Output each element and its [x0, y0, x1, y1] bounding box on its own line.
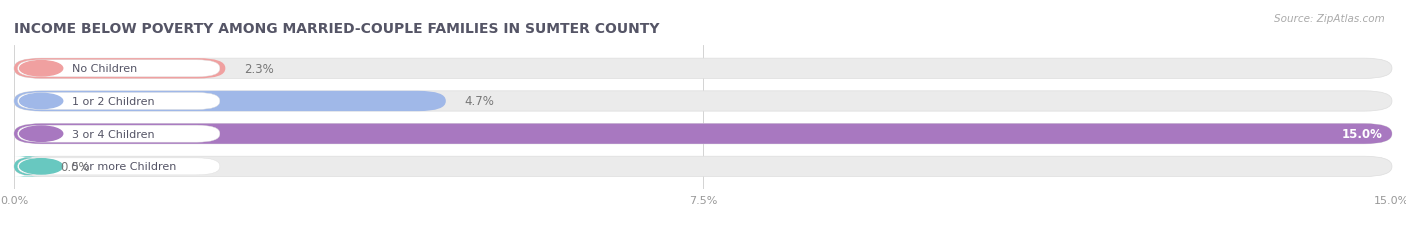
- FancyBboxPatch shape: [18, 61, 219, 77]
- Text: 2.3%: 2.3%: [243, 63, 273, 76]
- Text: INCOME BELOW POVERTY AMONG MARRIED-COUPLE FAMILIES IN SUMTER COUNTY: INCOME BELOW POVERTY AMONG MARRIED-COUPL…: [14, 21, 659, 35]
- FancyBboxPatch shape: [14, 124, 1392, 144]
- FancyBboxPatch shape: [14, 91, 1392, 112]
- Text: 5 or more Children: 5 or more Children: [72, 162, 176, 172]
- Text: 3 or 4 Children: 3 or 4 Children: [72, 129, 155, 139]
- FancyBboxPatch shape: [18, 158, 219, 175]
- Text: 1 or 2 Children: 1 or 2 Children: [72, 97, 155, 106]
- FancyBboxPatch shape: [14, 157, 42, 177]
- Circle shape: [20, 159, 63, 174]
- FancyBboxPatch shape: [18, 93, 219, 110]
- Circle shape: [20, 126, 63, 142]
- Text: Source: ZipAtlas.com: Source: ZipAtlas.com: [1274, 14, 1385, 24]
- FancyBboxPatch shape: [14, 124, 1392, 144]
- Text: No Children: No Children: [72, 64, 138, 74]
- FancyBboxPatch shape: [14, 59, 1392, 79]
- Circle shape: [20, 94, 63, 109]
- FancyBboxPatch shape: [14, 157, 1392, 177]
- Text: 0.0%: 0.0%: [60, 160, 90, 173]
- FancyBboxPatch shape: [18, 126, 219, 143]
- Circle shape: [20, 61, 63, 77]
- FancyBboxPatch shape: [14, 91, 446, 112]
- Text: 15.0%: 15.0%: [1341, 128, 1382, 140]
- Text: 4.7%: 4.7%: [464, 95, 494, 108]
- FancyBboxPatch shape: [14, 59, 225, 79]
